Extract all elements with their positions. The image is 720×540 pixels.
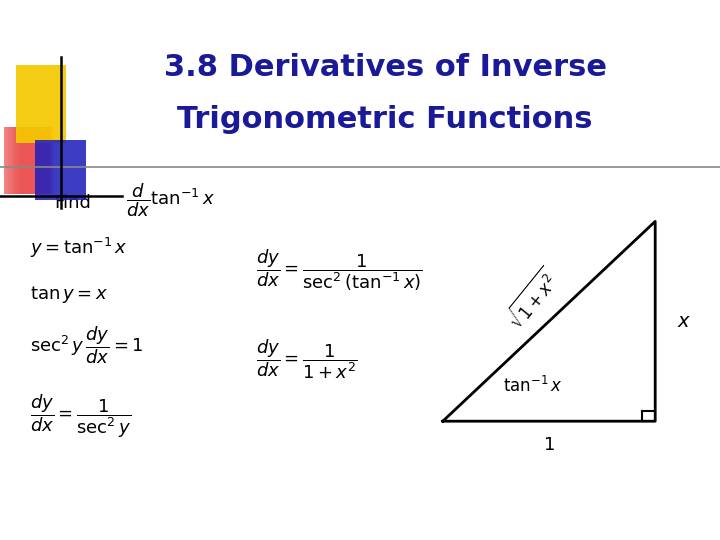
Text: $\dfrac{dy}{dx} = \dfrac{1}{\sec^2(\tan^{-1} x)}$: $\dfrac{dy}{dx} = \dfrac{1}{\sec^2(\tan^… bbox=[256, 247, 423, 293]
Bar bbox=[15, 127, 53, 194]
Bar bbox=[18, 127, 54, 194]
Text: $\tan y = x$: $\tan y = x$ bbox=[30, 284, 108, 305]
Text: Find: Find bbox=[54, 193, 91, 212]
Text: $y = \tan^{-1} x$: $y = \tan^{-1} x$ bbox=[30, 237, 128, 260]
Text: $\dfrac{d}{dx}\tan^{-1} x$: $\dfrac{d}{dx}\tan^{-1} x$ bbox=[126, 181, 215, 219]
Text: $\sec^2 y\,\dfrac{dy}{dx} = 1$: $\sec^2 y\,\dfrac{dy}{dx} = 1$ bbox=[30, 325, 144, 367]
Text: $1$: $1$ bbox=[543, 436, 554, 455]
Text: 3.8 Derivatives of Inverse: 3.8 Derivatives of Inverse bbox=[163, 53, 607, 82]
Text: $x$: $x$ bbox=[677, 312, 691, 331]
Bar bbox=[13, 127, 53, 194]
Text: $\tan^{-1} x$: $\tan^{-1} x$ bbox=[503, 376, 562, 396]
Bar bbox=[35, 140, 86, 200]
Text: Trigonometric Functions: Trigonometric Functions bbox=[177, 105, 593, 134]
Text: $\dfrac{dy}{dx} = \dfrac{1}{1 + x^2}$: $\dfrac{dy}{dx} = \dfrac{1}{1 + x^2}$ bbox=[256, 337, 358, 381]
Bar bbox=[20, 127, 55, 194]
Bar bbox=[6, 127, 51, 194]
Bar bbox=[16, 65, 66, 143]
Bar bbox=[11, 127, 52, 194]
Bar bbox=[4, 127, 50, 194]
Bar bbox=[9, 127, 52, 194]
Text: $\dfrac{dy}{dx} = \dfrac{1}{\sec^2 y}$: $\dfrac{dy}{dx} = \dfrac{1}{\sec^2 y}$ bbox=[30, 392, 132, 440]
Bar bbox=[4, 127, 50, 194]
Text: $\sqrt{1+x^2}$: $\sqrt{1+x^2}$ bbox=[501, 265, 564, 334]
